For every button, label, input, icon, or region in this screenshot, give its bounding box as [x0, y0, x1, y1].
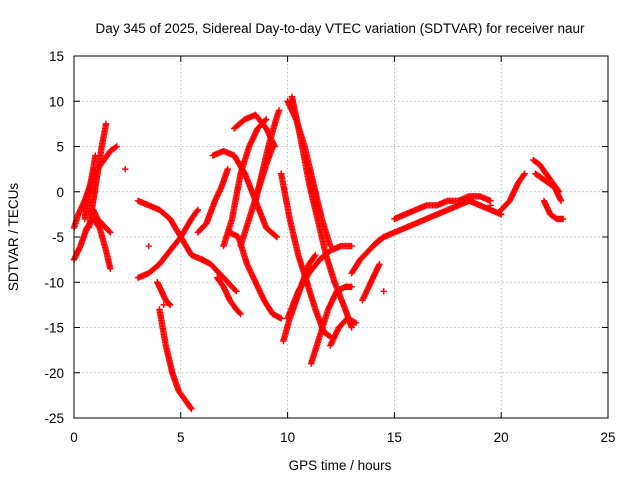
- x-tick-label: 15: [387, 430, 402, 445]
- data-point: [236, 309, 243, 316]
- data-point: [352, 319, 360, 327]
- data-point: [273, 233, 281, 241]
- x-tick-label: 10: [280, 430, 295, 445]
- track-t8: [156, 306, 195, 413]
- data-point: [487, 202, 494, 209]
- data-point: [520, 171, 527, 179]
- track-t10: [194, 165, 231, 236]
- track-t33: [540, 197, 567, 223]
- data-point: [102, 120, 110, 128]
- track-t14: [220, 116, 270, 250]
- data-point: [188, 405, 195, 413]
- data-point: [112, 144, 119, 151]
- y-tick-label: -20: [44, 366, 64, 381]
- data-point: [122, 165, 129, 173]
- y-tick-label: -10: [44, 275, 64, 290]
- data-point: [160, 301, 167, 309]
- data-point: [194, 206, 202, 214]
- y-tick-label: 5: [56, 140, 64, 155]
- track-t18: [252, 107, 283, 204]
- data-point: [559, 215, 567, 223]
- data-point: [263, 116, 270, 123]
- track-t6: [134, 206, 202, 281]
- x-tick-label: 5: [177, 430, 185, 445]
- data-point: [275, 107, 283, 114]
- chart-title: Day 345 of 2025, Sidereal Day-to-day VTE…: [96, 21, 585, 36]
- track-t9: [154, 279, 174, 309]
- track-t27: [359, 260, 383, 304]
- data-point: [380, 288, 387, 295]
- y-axis-label: SDTVAR / TECUs: [6, 183, 21, 292]
- data-point: [348, 242, 355, 250]
- x-tick-label: 25: [600, 430, 615, 445]
- y-tick-label: -5: [52, 230, 64, 245]
- data-point: [113, 143, 120, 150]
- data-point: [166, 301, 174, 309]
- data-point: [92, 152, 99, 159]
- data-point: [327, 242, 334, 250]
- data-marks: [70, 93, 567, 413]
- track-t2: [70, 215, 114, 272]
- track-t24: [307, 283, 355, 367]
- y-tick-label: -15: [44, 321, 64, 336]
- x-axis-ticks: 0 5 10 15 20 25: [70, 56, 616, 445]
- data-point: [237, 310, 244, 318]
- track-t25: [327, 315, 360, 349]
- data-point: [224, 165, 231, 173]
- data-point: [187, 404, 194, 411]
- data-point: [233, 288, 240, 295]
- data-point: [557, 197, 565, 204]
- y-tick-label: 0: [56, 185, 64, 200]
- data-point: [521, 170, 528, 177]
- track-t29: [391, 193, 494, 223]
- track-t32: [532, 170, 565, 204]
- track-t5: [90, 206, 114, 236]
- track-t30: [498, 170, 528, 214]
- y-tick-label: 15: [49, 49, 64, 64]
- y-tick-label: 10: [49, 94, 64, 109]
- data-point: [348, 283, 355, 290]
- data-point: [272, 232, 279, 240]
- grid-lines: [74, 56, 608, 418]
- x-tick-label: 20: [494, 430, 509, 445]
- x-axis-label: GPS time / hours: [289, 458, 392, 473]
- x-tick-label: 0: [70, 430, 78, 445]
- data-point: [277, 315, 285, 322]
- y-tick-label: -25: [44, 411, 64, 426]
- track-t12: [213, 274, 244, 318]
- data-point: [193, 207, 201, 215]
- data-point: [165, 300, 173, 307]
- data-point: [311, 253, 318, 260]
- data-point: [376, 260, 383, 268]
- data-point: [348, 324, 355, 331]
- track-t11: [198, 256, 240, 295]
- data-point: [107, 265, 114, 272]
- data-point: [107, 229, 114, 236]
- y-axis-ticks: -25 -20 -15 -10 -5 0 5 10 15: [44, 49, 608, 426]
- track-t7: [134, 197, 206, 263]
- isolated-points: [122, 165, 494, 309]
- data-point: [232, 286, 239, 294]
- track-t4: [81, 152, 99, 223]
- data-point: [145, 242, 152, 250]
- track-t23: [288, 93, 355, 331]
- data-point: [312, 251, 319, 259]
- data-point: [325, 332, 333, 339]
- data-point: [106, 228, 113, 235]
